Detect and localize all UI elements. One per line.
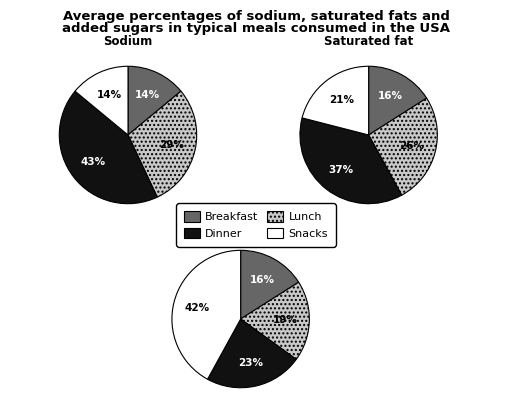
Text: 37%: 37% <box>329 165 354 175</box>
Text: 21%: 21% <box>329 94 354 105</box>
Title: Added sugar: Added sugar <box>199 219 283 232</box>
Wedge shape <box>172 250 241 379</box>
Text: 26%: 26% <box>399 141 424 151</box>
Wedge shape <box>75 66 128 135</box>
Wedge shape <box>59 91 157 204</box>
Legend: Breakfast, Dinner, Lunch, Snacks: Breakfast, Dinner, Lunch, Snacks <box>176 203 336 247</box>
Title: Sodium: Sodium <box>103 35 153 48</box>
Wedge shape <box>241 282 309 360</box>
Wedge shape <box>302 66 369 135</box>
Text: 19%: 19% <box>273 315 297 326</box>
Text: 16%: 16% <box>250 275 274 285</box>
Text: Average percentages of sodium, saturated fats and: Average percentages of sodium, saturated… <box>62 10 450 23</box>
Wedge shape <box>369 98 437 195</box>
Text: added sugars in typical meals consumed in the USA: added sugars in typical meals consumed i… <box>62 22 450 36</box>
Text: 14%: 14% <box>135 90 160 99</box>
Wedge shape <box>207 319 296 388</box>
Title: Saturated fat: Saturated fat <box>324 35 413 48</box>
Wedge shape <box>300 118 402 204</box>
Wedge shape <box>128 91 197 197</box>
Wedge shape <box>369 66 426 135</box>
Text: 42%: 42% <box>185 303 210 313</box>
Wedge shape <box>128 66 181 135</box>
Text: 14%: 14% <box>96 90 121 99</box>
Text: 29%: 29% <box>159 140 184 150</box>
Text: 23%: 23% <box>238 357 263 368</box>
Text: 43%: 43% <box>80 157 105 167</box>
Text: 16%: 16% <box>378 91 402 101</box>
Wedge shape <box>241 250 298 319</box>
